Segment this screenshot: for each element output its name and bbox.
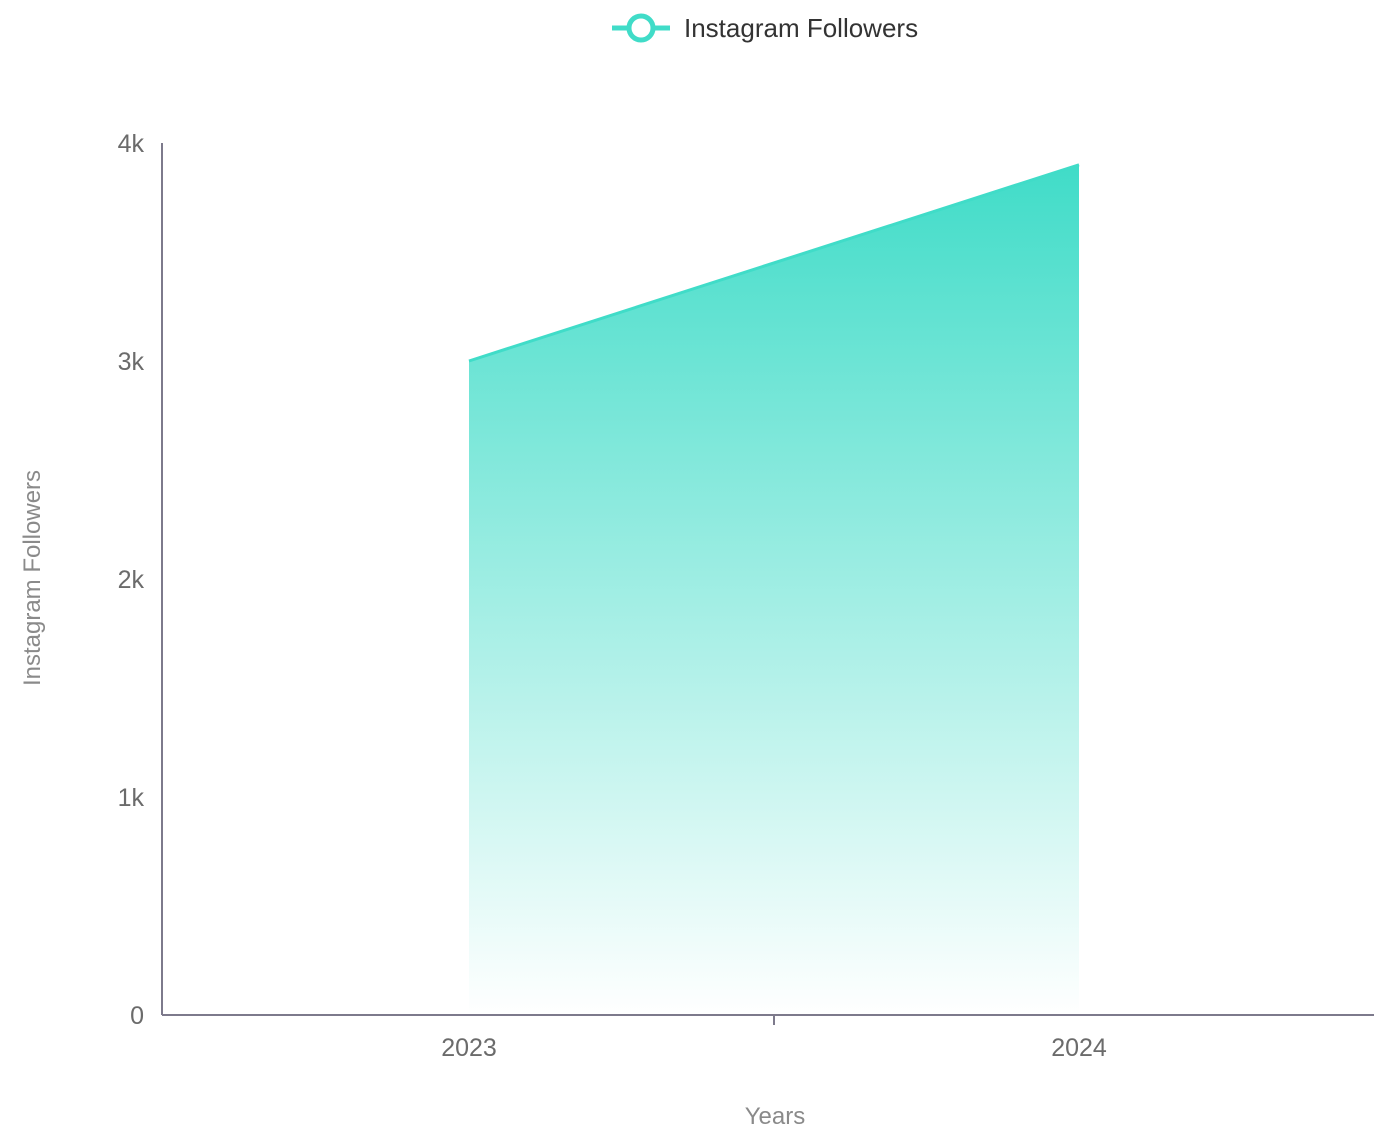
legend-circle-marker bbox=[626, 13, 656, 43]
y-tick-label: 0 bbox=[130, 1002, 144, 1030]
y-axis-title: Instagram Followers bbox=[19, 470, 46, 686]
x-axis-title: Years bbox=[745, 1103, 806, 1128]
series-layer bbox=[463, 159, 1085, 1016]
y-axis-ticks: 0 1k 2k 3k 4k bbox=[118, 130, 145, 1030]
series-area bbox=[469, 164, 1079, 1016]
y-tick-label: 4k bbox=[118, 130, 145, 158]
y-tick-label: 3k bbox=[118, 348, 145, 376]
data-point[interactable] bbox=[1073, 159, 1085, 171]
y-tick-label: 1k bbox=[118, 784, 145, 812]
series-line bbox=[468, 163, 1080, 363]
y-tick-label: 2k bbox=[118, 566, 145, 594]
x-tick-label: 2023 bbox=[441, 1034, 497, 1062]
x-axis-ticks: 2023 2024 bbox=[441, 1015, 1107, 1062]
legend[interactable]: Instagram Followers bbox=[612, 13, 918, 43]
data-point[interactable] bbox=[463, 355, 475, 367]
x-tick-label: 2024 bbox=[1051, 1034, 1107, 1062]
legend-label: Instagram Followers bbox=[684, 13, 918, 43]
